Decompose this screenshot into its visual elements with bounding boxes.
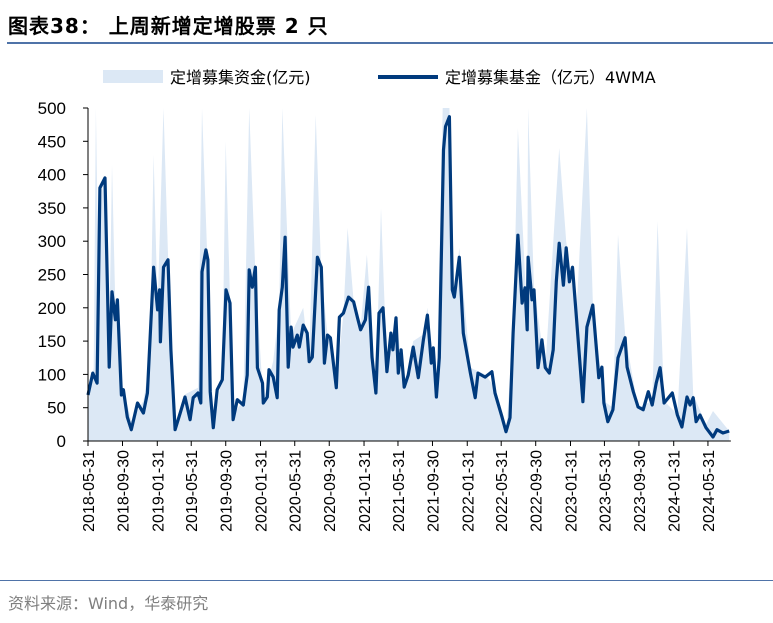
x-tick-label: 2020-05-31 — [288, 450, 305, 532]
chart-title: 图表38： 上周新增定增股票 2 只 — [8, 14, 329, 38]
x-tick-label: 2022-09-30 — [529, 450, 546, 532]
x-tick-label: 2023-09-30 — [632, 450, 649, 532]
x-tick-label: 2020-01-31 — [254, 450, 271, 532]
x-tick-label: 2024-05-31 — [701, 450, 718, 532]
y-tick-label: 300 — [38, 232, 66, 251]
legend-label-line: 定增募集基金（亿元）4WMA — [445, 68, 656, 87]
x-tick-label: 2023-01-31 — [563, 450, 580, 532]
y-tick-label: 0 — [57, 432, 66, 451]
y-tick-label: 450 — [38, 132, 66, 151]
x-tick-label: 2022-05-31 — [494, 450, 511, 532]
x-tick-label: 2019-09-30 — [219, 450, 236, 532]
x-tick-label: 2019-05-31 — [184, 450, 201, 532]
x-tick-label: 2024-01-31 — [667, 450, 684, 532]
line-series-4wma — [86, 115, 730, 439]
x-tick-label: 2021-09-30 — [425, 450, 442, 532]
title-divider — [7, 42, 773, 44]
legend-label-area: 定增募集资金(亿元) — [170, 68, 311, 87]
x-tick-label: 2019-01-31 — [150, 450, 167, 532]
y-tick-label: 500 — [38, 99, 66, 118]
y-tick-label: 350 — [38, 199, 66, 218]
x-tick-label: 2023-05-31 — [597, 450, 614, 532]
y-tick-label: 50 — [47, 399, 66, 418]
x-tick-label: 2018-09-30 — [116, 450, 133, 532]
footer-divider — [0, 580, 773, 581]
legend-swatch-area — [103, 70, 163, 83]
x-tick-label: 2021-05-31 — [391, 450, 408, 532]
y-tick-label: 400 — [38, 166, 66, 185]
x-tick-label: 2020-09-30 — [322, 450, 339, 532]
y-tick-label: 250 — [38, 266, 66, 285]
source-note: 资料来源：Wind，华泰研究 — [8, 594, 209, 613]
x-tick-label: 2021-01-31 — [357, 450, 374, 532]
x-tick-label: 2018-05-31 — [81, 450, 98, 532]
x-tick-label: 2022-01-31 — [460, 450, 477, 532]
y-tick-label: 200 — [38, 299, 66, 318]
y-tick-label: 150 — [38, 332, 66, 351]
y-tick-label: 100 — [38, 365, 66, 384]
legend: 定增募集资金(亿元) 定增募集基金（亿元）4WMA — [103, 68, 656, 87]
chart: 定增募集资金(亿元) 定增募集基金（亿元）4WMA 0 50 100 150 200 25… — [38, 68, 731, 532]
